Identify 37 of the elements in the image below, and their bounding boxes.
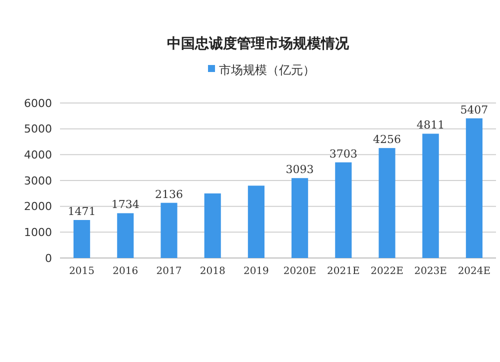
data-label: 3093 [286, 163, 314, 176]
x-tick-label: 2022E [370, 266, 404, 277]
bar [422, 134, 439, 258]
bar [466, 118, 482, 258]
bar [335, 162, 352, 258]
x-tick-label: 2016 [112, 266, 138, 277]
chart-title: 中国忠诚度管理市场规模情况 [167, 35, 350, 52]
x-tick-label: 2018 [200, 266, 226, 277]
bar [248, 186, 264, 258]
legend-label: 市场规模（亿元） [219, 63, 315, 78]
y-tick-label: 6000 [24, 96, 52, 110]
bar [160, 202, 178, 258]
bar [292, 178, 308, 258]
y-tick-label: 4000 [24, 148, 52, 162]
x-tick-label: 2020E [283, 266, 316, 277]
x-tick-label: 2017 [156, 266, 182, 277]
data-label: 5407 [460, 103, 488, 116]
data-label: 2136 [155, 188, 183, 201]
x-tick-label: 2021E [327, 266, 360, 277]
x-tick-label: 2023E [414, 266, 447, 277]
data-label: 1471 [68, 205, 96, 218]
y-tick-label: 3000 [24, 174, 52, 188]
y-tick-label: 5000 [24, 122, 52, 136]
y-tick-label: 1000 [24, 226, 52, 240]
data-label: 3703 [329, 147, 358, 160]
bar [117, 213, 134, 258]
data-label: 4811 [416, 118, 445, 132]
bar [378, 148, 396, 258]
x-tick-label: 2024E [458, 266, 491, 277]
data-label: 1734 [111, 198, 140, 212]
x-tick-label: 2015 [69, 266, 95, 277]
data-label: 4256 [373, 133, 401, 146]
bar [74, 220, 90, 258]
y-tick-label: 0 [45, 252, 52, 265]
y-tick-label: 2000 [24, 200, 52, 214]
x-tick-label: 2019 [243, 266, 269, 277]
bar [204, 193, 221, 258]
